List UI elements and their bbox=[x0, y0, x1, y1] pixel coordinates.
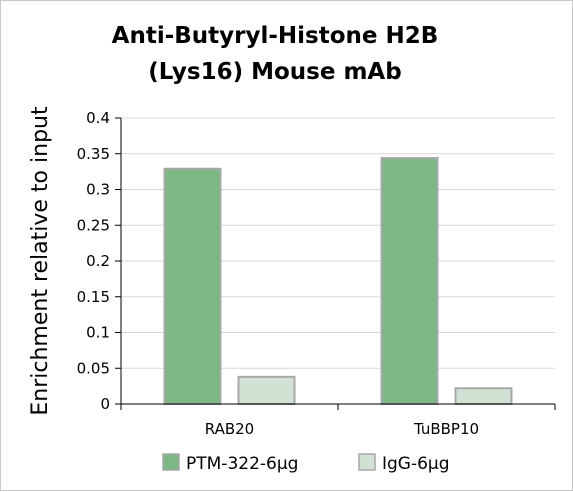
x-tick-label: RAB20 bbox=[205, 420, 254, 438]
y-axis-label: Enrichment relative to input bbox=[28, 106, 53, 416]
y-tick-label: 0.35 bbox=[77, 145, 110, 163]
chart-title-line-2: (Lys16) Mouse mAb bbox=[148, 59, 401, 85]
y-tick-label: 0.05 bbox=[77, 359, 110, 377]
legend: PTM-322-6µg IgG-6µg bbox=[162, 453, 450, 474]
chart-title-line-1: Anti-Butyryl-Histone H2B bbox=[112, 23, 439, 49]
y-tick-label: 0.1 bbox=[86, 324, 110, 342]
bar-igg-tubbp10 bbox=[454, 387, 513, 405]
legend-swatch-ptm bbox=[162, 453, 180, 471]
y-tick-label: 0 bbox=[100, 395, 110, 413]
y-tick-label: 0.3 bbox=[86, 181, 110, 199]
bar-ptm-rab20 bbox=[163, 167, 222, 405]
x-axis-ticks: RAB20 TuBBP10 bbox=[120, 404, 556, 438]
bars bbox=[163, 157, 513, 405]
bar-ptm-tubbp10 bbox=[380, 157, 439, 405]
y-tick-label: 0.4 bbox=[86, 109, 110, 127]
y-axis-ticks: 0 0.05 0.1 0.15 0.2 0.25 0.3 0.35 0.4 bbox=[77, 109, 121, 413]
legend-swatch-igg bbox=[358, 453, 376, 471]
x-tick-label: TuBBP10 bbox=[413, 420, 479, 438]
legend-label-ptm: PTM-322-6µg bbox=[186, 454, 298, 474]
legend-label-igg: IgG-6µg bbox=[382, 454, 450, 474]
y-tick-label: 0.2 bbox=[86, 252, 110, 270]
y-tick-label: 0.15 bbox=[77, 288, 110, 306]
bar-igg-rab20 bbox=[237, 375, 296, 405]
y-tick-label: 0.25 bbox=[77, 216, 110, 234]
